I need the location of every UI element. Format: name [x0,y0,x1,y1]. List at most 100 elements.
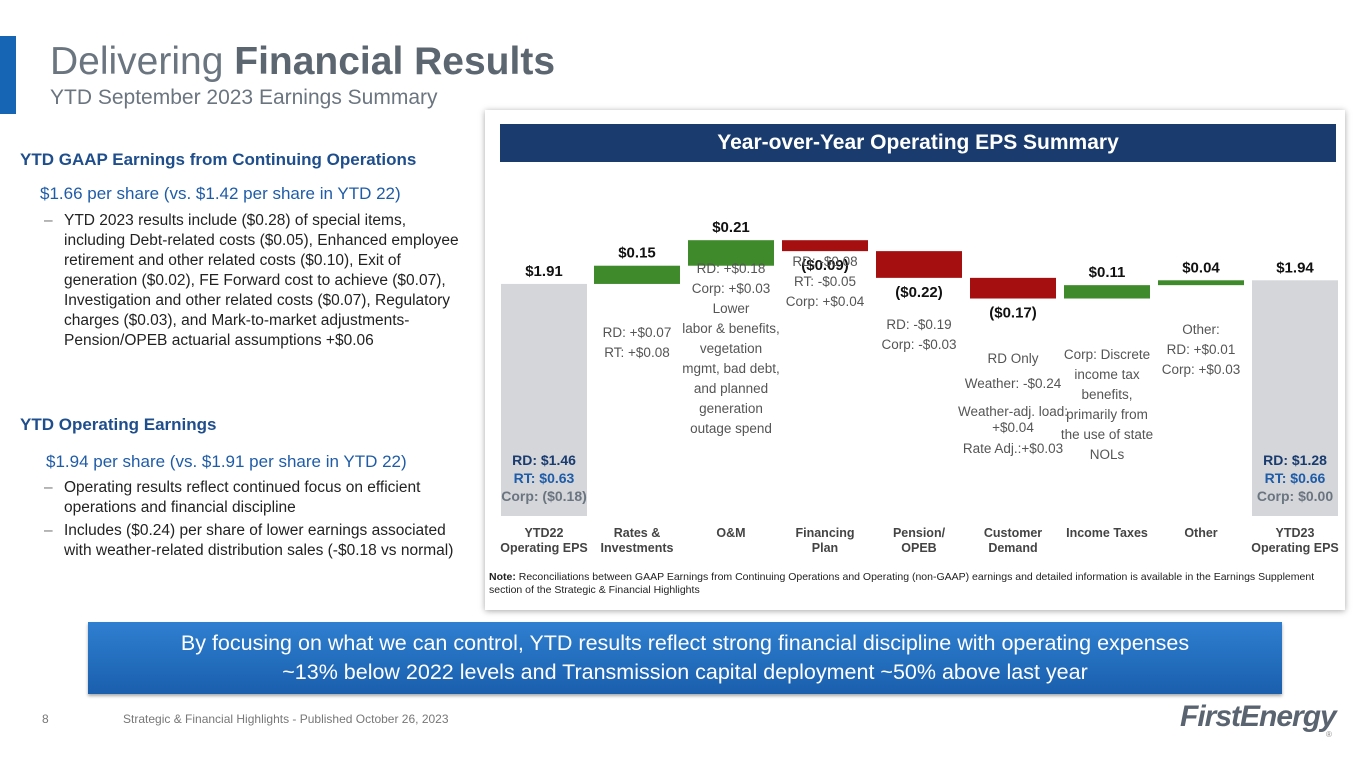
bullet-dash: – [44,479,53,496]
page-title-regular: Delivering [50,40,235,83]
breakdown-start-2: Corp: ($0.18) [501,488,587,504]
category-label-8: YTD23 Operating EPS [1251,526,1339,555]
annotation-line: RT: +$0.08 [604,345,669,360]
category-label-line: OPEB [901,541,936,555]
annotation-7: Other: RD: +$0.01 Corp: +$0.03 [1162,322,1240,377]
category-label-1: Rates & Investments [601,526,674,555]
bar-0 [501,283,587,516]
bar-3 [782,240,868,252]
operating-bullet-1-text: Operating results reflect continued focu… [64,479,421,516]
page-subtitle: YTD September 2023 Earnings Summary [50,86,438,109]
footer-text: Strategic & Financial Highlights - Publi… [123,712,449,726]
logo-registered-mark: ® [1326,730,1332,739]
bar-4 [876,251,962,278]
annotation-line: income tax [1074,367,1140,382]
category-label-line: Rates & [614,526,661,540]
annotation-line: and planned [694,381,768,396]
value-label-1: $0.15 [618,245,656,262]
title-accent-bar [0,36,16,114]
category-label-line: YTD23 [1276,526,1315,540]
operating-lead: $1.94 per share (vs. $1.91 per share in … [46,452,407,471]
annotation-line: primarily from [1066,407,1148,422]
annotation-line: +$0.04 [992,420,1034,435]
value-label-2: $0.21 [712,219,750,236]
annotation-line: Corp: +$0.04 [786,294,865,309]
chart-panel [485,110,1345,610]
bar-2 [688,240,774,266]
category-label-6: Income Taxes [1066,526,1148,540]
annotation-6: Corp: Discrete income tax benefits, primari… [1061,347,1153,462]
category-label-line: Other [1184,526,1217,540]
category-label-line: Operating EPS [500,541,588,555]
annotation-5: RD Only Weather: -$0.24 Weather-adj. load:… [958,351,1068,456]
gaap-bullet: – YTD 2023 results include ($0.28) of sp… [44,211,469,351]
annotation-2: RD: +$0.18 Corp: +$0.03 Lower labor & benef… [682,261,780,436]
category-label-7: Other [1184,526,1217,540]
operating-bullet-2-text: Includes ($0.24) per share of lower earn… [64,522,454,559]
gaap-bullet-text: YTD 2023 results include ($0.28) of spec… [64,212,459,349]
annotation-1: RD: +$0.07 RT: +$0.08 [603,325,672,360]
annotation-line: RD: -$0.08 [792,254,857,269]
category-label-line: Pension/ [893,526,946,540]
note-text: Reconciliations between GAAP Earnings fr… [489,571,1315,596]
annotation-line: Lower [713,301,750,316]
bar-7 [1158,280,1244,286]
bar-5 [970,277,1056,299]
category-label-2: O&M [716,526,745,540]
chart-note: Note: Reconciliations between GAAP Earni… [489,571,1339,597]
value-label-0: $1.91 [525,263,563,280]
category-label-3: Financing Plan [795,526,854,555]
breakdown-start-0: RD: $1.46 [512,452,576,468]
annotation-line: Corp: -$0.03 [881,337,956,352]
annotation-line: Corp: Discrete [1064,347,1150,362]
category-label-5: Customer Demand [984,526,1042,555]
annotation-line: Weather-adj. load: [958,404,1068,419]
annotation-line: benefits, [1081,387,1132,402]
category-label-line: Operating EPS [1251,541,1339,555]
annotation-line: outage spend [690,421,772,436]
value-label-6: $0.11 [1089,264,1126,281]
page-title: Delivering Financial Results [50,40,555,84]
annotation-line: RD Only [987,351,1038,366]
annotation-line: mgmt, bad debt, [682,361,780,376]
value-label-7: $0.04 [1182,259,1220,276]
category-label-line: Income Taxes [1066,526,1148,540]
category-label-line: O&M [716,526,745,540]
annotation-line: generation [699,401,763,416]
firstenergy-logo: FirstEnergy [1180,700,1337,733]
annotation-3: RD: -$0.08 RT: -$0.05 Corp: +$0.04 [786,254,865,309]
bar-8 [1252,280,1338,516]
annotation-4: RD: -$0.19 Corp: -$0.03 [881,317,956,352]
gaap-heading: YTD GAAP Earnings from Continuing Operat… [20,150,417,169]
bullet-dash: – [44,522,53,539]
operating-heading: YTD Operating Earnings [20,415,217,434]
category-label-line: Investments [601,541,674,555]
value-label-4: ($0.22) [895,284,943,301]
annotation-line: Rate Adj.:+$0.03 [963,441,1063,456]
annotation-line: Weather: -$0.24 [965,376,1062,391]
annotation-line: RD: -$0.19 [886,317,951,332]
category-label-line: Plan [812,541,838,555]
annotation-line: RD: +$0.01 [1167,342,1236,357]
annotation-line: labor & benefits, [682,321,780,336]
breakdown-start-1: RT: $0.63 [514,470,575,486]
bar-6 [1064,285,1150,299]
annotation-line: the use of state [1061,427,1153,442]
key-message-banner: By focusing on what we can control, YTD … [88,622,1282,694]
gaap-lead: $1.66 per share (vs. $1.42 per share in … [40,184,401,203]
category-label-line: Financing [795,526,854,540]
page-title-bold: Financial Results [234,40,556,83]
value-label-3: ($0.09) [801,257,849,274]
category-label-4: Pension/OPEB [893,526,946,555]
bar-1 [594,265,680,284]
annotation-line: Corp: +$0.03 [1162,362,1240,377]
page-number: 8 [42,712,49,726]
breakdown-end-2: Corp: $0.00 [1257,488,1333,504]
chart-title: Year-over-Year Operating EPS Summary [500,124,1336,162]
annotation-line: Corp: +$0.03 [692,281,770,296]
value-label-8: $1.94 [1276,259,1314,276]
value-label-5: ($0.17) [989,305,1037,322]
banner-line-2: ~13% below 2022 levels and Transmission … [282,660,1088,684]
bullet-dash: – [44,212,53,229]
